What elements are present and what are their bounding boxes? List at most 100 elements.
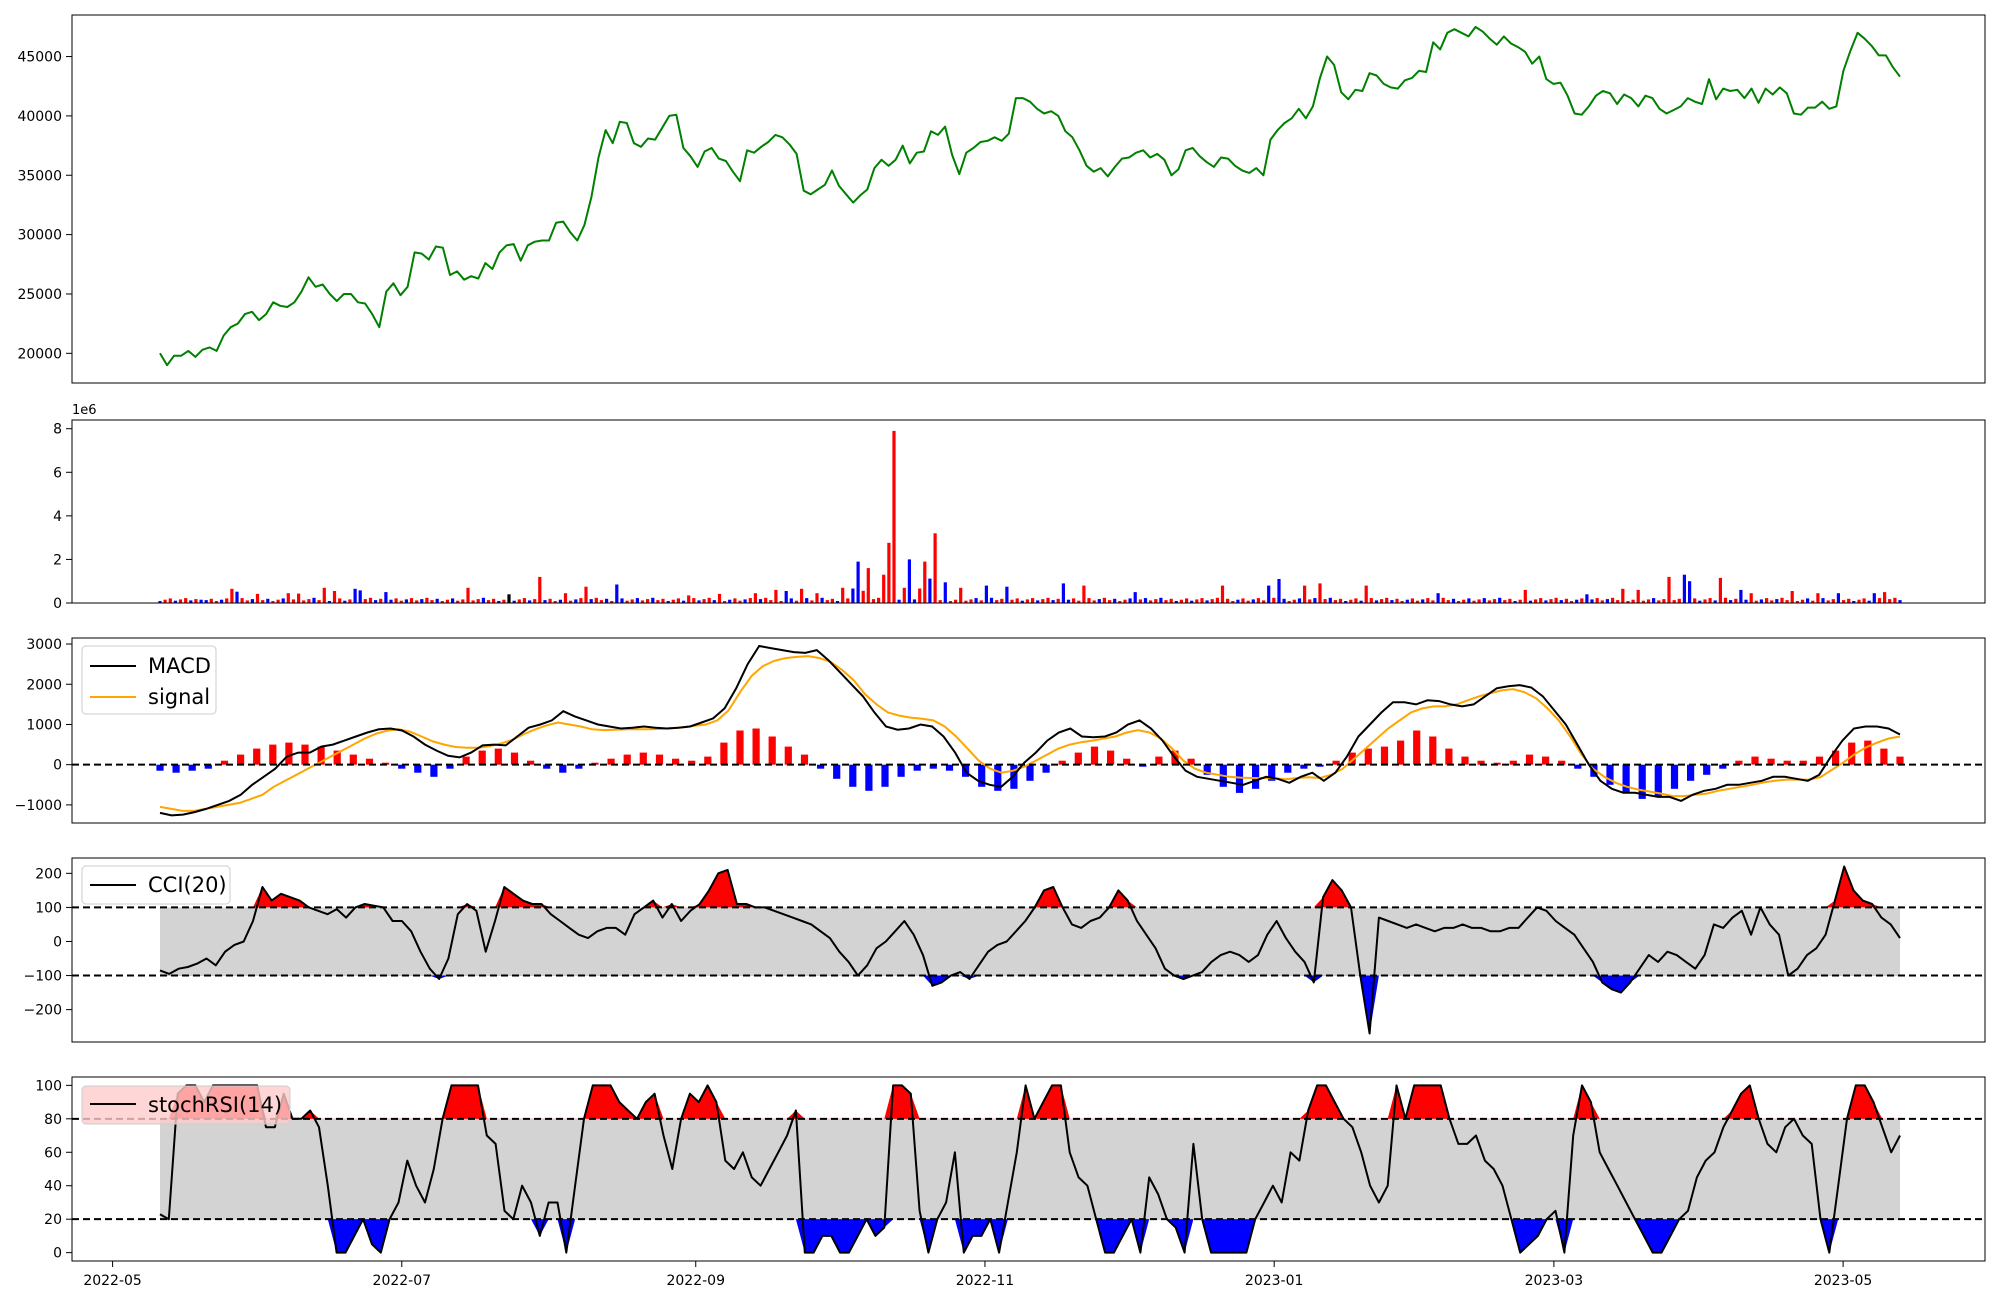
volume-bar	[533, 599, 537, 603]
volume-bar	[507, 594, 511, 603]
volume-bar	[594, 597, 598, 603]
volume-bar	[528, 600, 532, 603]
volume-bar	[835, 601, 840, 603]
volume-bar	[1441, 597, 1445, 603]
volume-bar	[1872, 593, 1876, 603]
volume-bar	[1713, 600, 1717, 603]
volume-bar	[1498, 597, 1502, 603]
volume-bar	[1287, 601, 1291, 603]
macd-histogram-bar	[945, 764, 954, 771]
volume-bar	[1138, 599, 1142, 603]
macd-histogram-bar	[285, 742, 293, 765]
volume-bar	[1415, 600, 1420, 603]
volume-bar	[1380, 599, 1384, 603]
volume-bar	[877, 597, 881, 603]
x-tick-label: 2023-05	[1814, 1273, 1873, 1289]
volume-y-tick-label: 0	[53, 596, 62, 612]
volume-bar	[1559, 600, 1563, 603]
cci-line	[159, 865, 1901, 1035]
volume-bar	[1159, 597, 1163, 603]
date-x-axis: 2022-05 2022-07 2022-09 2022-11 2023-01 2023-…	[83, 1261, 1872, 1289]
volume-bar	[646, 599, 650, 603]
volume-bar	[199, 599, 203, 603]
volume-bar	[1169, 598, 1173, 603]
volume-bar	[312, 597, 316, 603]
macd-y-tick-label: 3000	[26, 637, 62, 653]
volume-bar	[1072, 598, 1076, 603]
volume-bar	[979, 600, 983, 603]
macd-histogram-bar	[1300, 764, 1308, 769]
volume-bar	[1374, 600, 1379, 603]
volume-bar	[984, 585, 988, 603]
volume-bar	[1267, 585, 1271, 603]
stochrsi-legend-label: stochRSI(14)	[148, 1093, 282, 1117]
stochrsi-legend-box	[81, 1085, 291, 1125]
volume-bar	[307, 599, 311, 603]
volume-bar	[846, 598, 850, 603]
macd-legend: MACD signal	[81, 645, 217, 715]
price-y-tick-label: 30000	[17, 228, 62, 244]
volume-bar	[1544, 600, 1548, 603]
macd-histogram-bar	[897, 764, 905, 777]
volume-bar	[220, 599, 224, 603]
volume-bar	[1195, 599, 1199, 603]
macd-histogram-bar	[833, 764, 841, 779]
volume-bar	[1703, 599, 1707, 603]
volume-bar	[1693, 598, 1697, 603]
stochrsi-plot-area	[72, 1084, 1985, 1254]
volume-bar	[1087, 598, 1091, 603]
volume-bar	[656, 600, 660, 603]
volume-bar	[1041, 599, 1045, 603]
macd-histogram-bar	[269, 744, 277, 765]
volume-bar	[774, 589, 778, 603]
macd-histogram-bar	[1413, 730, 1421, 765]
volume-bar	[1575, 599, 1579, 603]
volume-bar	[1877, 598, 1882, 603]
volume-bar	[1256, 598, 1260, 603]
volume-bar	[250, 599, 254, 603]
volume-bar	[1061, 583, 1065, 603]
volume-bar	[1580, 598, 1584, 603]
volume-bar	[825, 600, 829, 603]
macd-histogram-bar	[784, 746, 792, 765]
volume-bar	[255, 593, 260, 603]
volume-bar	[451, 598, 455, 603]
volume-bar	[1277, 579, 1281, 603]
volume-bar	[1754, 600, 1758, 603]
volume-bar	[353, 588, 357, 603]
volume-bar	[430, 600, 434, 603]
volume-bar	[1118, 601, 1122, 603]
volume-bar	[1323, 599, 1327, 603]
volume-bar	[1338, 598, 1343, 603]
volume-bar	[753, 593, 757, 603]
volume-panel: 1e6 0 2 4 6 8	[53, 403, 1986, 612]
stochrsi-legend: stochRSI(14)	[81, 1085, 291, 1125]
volume-bar	[486, 600, 491, 603]
volume-bar	[830, 598, 834, 603]
volume-bar	[1410, 598, 1414, 603]
macd-y-axis: −1000 0 1000 2000 3000	[15, 637, 72, 814]
macd-histogram-bar	[1155, 756, 1163, 765]
macd-histogram-bar	[1187, 758, 1195, 765]
volume-bar	[851, 588, 855, 603]
volume-bar	[563, 593, 568, 603]
volume-bar	[1395, 598, 1399, 603]
volume-bar	[1436, 593, 1440, 603]
macd-histogram-bar	[1815, 756, 1824, 765]
volume-bar	[1585, 594, 1589, 603]
macd-histogram-bar	[237, 754, 245, 765]
cci-y-tick-label: 200	[35, 866, 62, 882]
volume-bar	[1282, 598, 1286, 603]
volume-bar	[440, 601, 444, 603]
volume-bar	[492, 598, 496, 603]
volume-bar	[1539, 598, 1543, 603]
volume-bar	[928, 578, 932, 603]
stoch-y-tick-label: 40	[44, 1179, 62, 1195]
volume-bar	[445, 599, 449, 603]
volume-bar	[209, 598, 213, 603]
volume-bar	[1888, 599, 1892, 603]
volume-bar	[158, 601, 162, 603]
macd-histogram-bar	[994, 764, 1002, 791]
stochrsi-y-axis: 0 20 40 60 80 100	[35, 1078, 72, 1262]
